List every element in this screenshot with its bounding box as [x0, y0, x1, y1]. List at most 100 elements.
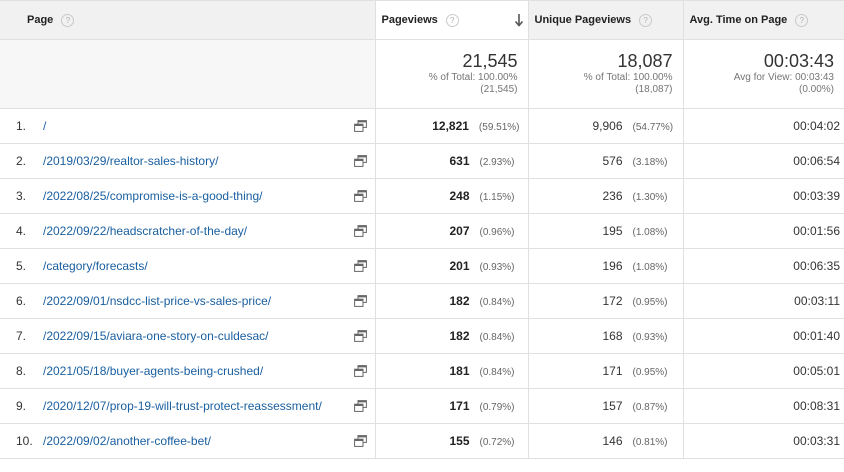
- avg-time-value: 00:01:40: [793, 329, 840, 343]
- unique-pageviews-cell: 157 (0.87%): [527, 388, 684, 424]
- pages-table: Page ? Pageviews ? Uniqu: [0, 0, 844, 459]
- pageviews-value: 631: [449, 154, 470, 168]
- avg-time-value: 00:06:54: [793, 154, 840, 168]
- row-index: 6.: [16, 294, 27, 308]
- row-index: 4.: [16, 224, 27, 238]
- column-header-avg-time[interactable]: Avg. Time on Page ?: [682, 0, 844, 40]
- unique-pageviews-percent: (3.18%): [632, 157, 668, 168]
- page-cell: 5. /category/forecasts/: [0, 248, 376, 284]
- avg-time-value: 00:01:56: [793, 224, 840, 238]
- table-row: 10. /2022/09/02/another-coffee-bet/ 155 (…: [0, 423, 844, 459]
- pageviews-percent: (0.84%): [479, 367, 515, 378]
- column-header-page[interactable]: Page ?: [0, 0, 376, 40]
- open-in-new-window-icon[interactable]: [353, 365, 367, 377]
- unique-pageviews-cell: 196 (1.08%): [527, 248, 684, 284]
- page-path-link[interactable]: /2022/09/22/headscratcher-of-the-day/: [43, 224, 248, 238]
- row-index: 8.: [16, 364, 27, 378]
- avg-time-cell: 00:06:35: [682, 248, 844, 284]
- row-index: 9.: [16, 399, 27, 413]
- unique-pageviews-value: 146: [602, 434, 623, 448]
- table-row: 8. /2021/05/18/buyer-agents-being-crushe…: [0, 353, 844, 389]
- pageviews-percent: (0.84%): [479, 297, 515, 308]
- page-path-link[interactable]: /2022/09/15/aviara-one-story-on-culdesac…: [43, 329, 269, 343]
- total-percent: % of Total: 100.00%: [583, 72, 673, 83]
- pageviews-value: 181: [449, 364, 470, 378]
- avg-time-cell: 00:03:39: [682, 178, 844, 214]
- pageviews-cell: 181 (0.84%): [374, 353, 529, 389]
- avg-time-value: 00:06:35: [793, 259, 840, 273]
- totals-label-cell: [0, 39, 376, 109]
- open-in-new-window-icon[interactable]: [353, 295, 367, 307]
- total-absolute: (21,545): [480, 84, 518, 95]
- unique-pageviews-value: 196: [602, 259, 623, 273]
- open-in-new-window-icon[interactable]: [353, 400, 367, 412]
- sort-descending-icon[interactable]: [514, 13, 524, 27]
- open-in-new-window-icon[interactable]: [353, 260, 367, 272]
- column-header-pageviews[interactable]: Pageviews ?: [374, 0, 529, 40]
- page-cell: 8. /2021/05/18/buyer-agents-being-crushe…: [0, 353, 376, 389]
- avg-time-cell: 00:01:40: [682, 318, 844, 354]
- total-delta: (0.00%): [798, 84, 834, 95]
- help-icon[interactable]: ?: [61, 13, 75, 27]
- row-index: 3.: [16, 189, 27, 203]
- avg-time-value: 00:03:11: [794, 294, 840, 308]
- column-header-label: Pageviews: [381, 14, 438, 26]
- page-cell: 1. /: [0, 108, 376, 144]
- avg-time-cell: 00:08:31: [682, 388, 844, 424]
- help-icon[interactable]: ?: [445, 13, 459, 27]
- open-in-new-window-icon[interactable]: [353, 435, 367, 447]
- help-icon[interactable]: ?: [795, 13, 809, 27]
- table-header: Page ? Pageviews ? Uniqu: [0, 0, 844, 40]
- unique-pageviews-value: 172: [602, 294, 623, 308]
- table-row: 7. /2022/09/15/aviara-one-story-on-culde…: [0, 318, 844, 354]
- pageviews-value: 182: [449, 294, 470, 308]
- column-header-label: Avg. Time on Page: [689, 14, 788, 26]
- table-row: 5. /category/forecasts/ 201 (0.93%) 196 (1…: [0, 248, 844, 284]
- pageviews-percent: (0.79%): [479, 402, 515, 413]
- pageviews-percent: (59.51%): [478, 122, 520, 133]
- open-in-new-window-icon[interactable]: [353, 120, 367, 132]
- table-row: 6. /2022/09/01/nsdcc-list-price-vs-sales…: [0, 283, 844, 319]
- page-path-link[interactable]: /category/forecasts/: [43, 259, 148, 273]
- open-in-new-window-icon[interactable]: [353, 330, 367, 342]
- avg-time-value: 00:05:01: [793, 364, 840, 378]
- avg-time-cell: 00:06:54: [682, 143, 844, 179]
- page-path-link[interactable]: /2022/08/25/compromise-is-a-good-thing/: [43, 189, 263, 203]
- totals-row: 21,545 % of Total: 100.00% (21,545) 18,0…: [0, 39, 844, 109]
- pageviews-percent: (0.72%): [479, 437, 515, 448]
- page-path-link[interactable]: /2021/05/18/buyer-agents-being-crushed/: [43, 364, 264, 378]
- unique-pageviews-cell: 576 (3.18%): [527, 143, 684, 179]
- page-path-link[interactable]: /2020/12/07/prop-19-will-trust-protect-r…: [43, 399, 322, 413]
- pageviews-cell: 182 (0.84%): [374, 318, 529, 354]
- unique-pageviews-cell: 9,906 (54.77%): [527, 108, 684, 144]
- page-path-link[interactable]: /2019/03/29/realtor-sales-history/: [43, 154, 219, 168]
- pageviews-cell: 248 (1.15%): [374, 178, 529, 214]
- pageviews-percent: (2.93%): [479, 157, 515, 168]
- avg-time-cell: 00:04:02: [682, 108, 844, 144]
- column-header-unique-pageviews[interactable]: Unique Pageviews ?: [527, 0, 684, 40]
- row-index: 7.: [16, 329, 27, 343]
- totals-unique-pageviews: 18,087 % of Total: 100.00% (18,087): [527, 39, 684, 109]
- row-index: 1.: [16, 119, 27, 133]
- pageviews-percent: (1.15%): [479, 192, 515, 203]
- help-icon[interactable]: ?: [639, 13, 653, 27]
- page-cell: 2. /2019/03/29/realtor-sales-history/: [0, 143, 376, 179]
- avg-time-cell: 00:01:56: [682, 213, 844, 249]
- open-in-new-window-icon[interactable]: [353, 155, 367, 167]
- avg-time-value: 00:04:02: [793, 119, 840, 133]
- pageviews-value: 207: [449, 224, 470, 238]
- page-path-link[interactable]: /2022/09/01/nsdcc-list-price-vs-sales-pr…: [43, 294, 272, 308]
- totals-pageviews: 21,545 % of Total: 100.00% (21,545): [374, 39, 529, 109]
- page-path-link[interactable]: /2022/09/02/another-coffee-bet/: [43, 434, 211, 448]
- pageviews-cell: 182 (0.84%): [374, 283, 529, 319]
- unique-pageviews-value: 168: [602, 329, 623, 343]
- unique-pageviews-percent: (0.81%): [632, 437, 668, 448]
- page-path-link[interactable]: /: [43, 119, 47, 133]
- open-in-new-window-icon[interactable]: [353, 225, 367, 237]
- total-value: 00:03:43: [763, 51, 834, 71]
- table-row: 4. /2022/09/22/headscratcher-of-the-day/…: [0, 213, 844, 249]
- unique-pageviews-value: 157: [602, 399, 623, 413]
- open-in-new-window-icon[interactable]: [353, 190, 367, 202]
- page-cell: 10. /2022/09/02/another-coffee-bet/: [0, 423, 376, 459]
